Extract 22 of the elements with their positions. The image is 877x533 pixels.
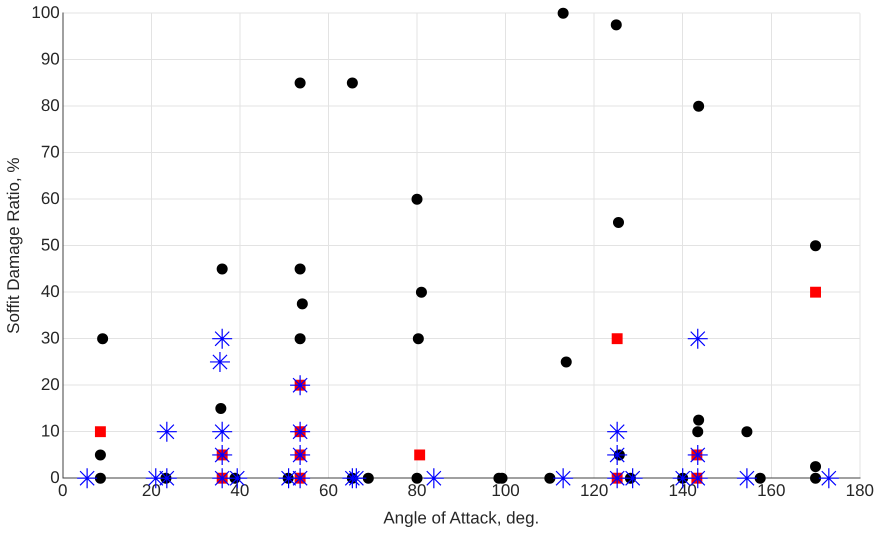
y-tick-label: 40 xyxy=(40,282,60,301)
y-tick-label: 30 xyxy=(40,328,60,348)
x-tick-label: 60 xyxy=(318,481,338,500)
y-tick-label: 80 xyxy=(40,96,60,115)
y-tick-label: 10 xyxy=(40,421,60,440)
x-tick-label: 20 xyxy=(142,481,161,500)
y-tick-label: 20 xyxy=(40,374,60,394)
x-tick-label: 140 xyxy=(668,481,697,500)
x-tick-label: 120 xyxy=(580,481,608,500)
x-tick-label: 100 xyxy=(491,481,520,500)
x-tick-label: 180 xyxy=(846,481,874,500)
y-tick-label: 50 xyxy=(40,235,60,254)
x-tick-label: 160 xyxy=(757,481,786,500)
y-tick-label: 0 xyxy=(50,468,60,487)
y-tick-label: 90 xyxy=(40,49,60,68)
y-tick-label: 60 xyxy=(40,188,60,208)
x-tick-label: 80 xyxy=(408,481,426,500)
y-axis-title: Soffit Damage Ratio, % xyxy=(4,158,23,334)
x-tick-label: 40 xyxy=(230,481,250,500)
y-tick-label: 100 xyxy=(31,2,60,22)
y-tick-label: 70 xyxy=(40,142,60,162)
x-axis-title: Angle of Attack, deg. xyxy=(383,508,540,528)
